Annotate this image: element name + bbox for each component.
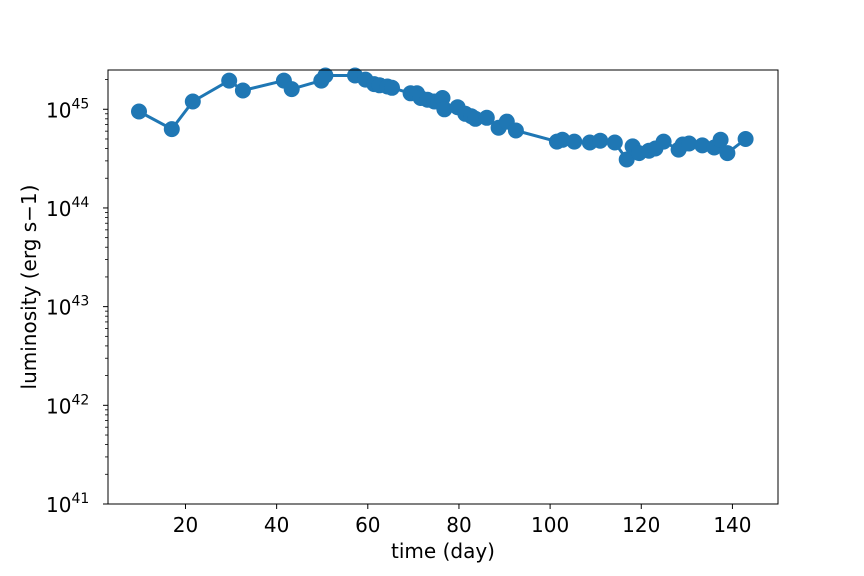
x-tick-label: 40 [264, 513, 289, 537]
data-point [566, 133, 583, 150]
data-point [478, 109, 495, 126]
data-point [712, 131, 729, 148]
plot-frame [107, 69, 779, 505]
y-tick-base: 10 [46, 296, 71, 320]
y-tick-label: 1045 [46, 96, 89, 122]
data-point [694, 137, 711, 154]
data-point [507, 122, 524, 139]
data-point [606, 134, 623, 151]
y-tick-base: 10 [46, 394, 71, 418]
x-axis: 20 40 60 80 100 120 140 [173, 504, 752, 537]
y-tick-label: 1041 [46, 491, 89, 517]
x-tick-label: 60 [355, 513, 380, 537]
y-tick-base: 10 [46, 197, 71, 221]
y-tick-exponent: 42 [71, 392, 89, 408]
y-tick-base: 10 [46, 493, 71, 517]
x-tick-label: 100 [531, 513, 569, 537]
data-point [681, 135, 698, 152]
data-point [384, 79, 400, 96]
data-point [618, 151, 635, 168]
data-point [655, 133, 672, 150]
y-tick-label: 1043 [46, 294, 89, 320]
data-point [554, 131, 571, 148]
data-point [283, 81, 300, 98]
y-tick-exponent: 44 [71, 195, 89, 211]
x-tick-label: 120 [622, 513, 660, 537]
data-point [184, 93, 201, 110]
x-tick-label: 80 [446, 513, 471, 537]
data-point [317, 67, 334, 84]
x-tick-label: 20 [173, 513, 198, 537]
y-tick-base: 10 [46, 98, 71, 122]
y-tick-exponent: 43 [71, 294, 89, 310]
y-tick-label: 1042 [46, 392, 89, 418]
data-point [436, 101, 453, 118]
x-tick-label: 140 [713, 513, 751, 537]
data-point [234, 82, 251, 99]
plot-content [131, 67, 754, 168]
data-point [163, 121, 180, 138]
y-tick-exponent: 41 [71, 491, 89, 507]
y-axis-label: luminosity (erg s−1) [17, 185, 41, 390]
y-tick-exponent: 45 [71, 96, 89, 112]
y-tick-label: 1044 [46, 195, 89, 221]
data-point [221, 72, 238, 89]
x-axis-label: time (day) [391, 539, 495, 563]
data-point [131, 103, 147, 120]
data-point [737, 131, 754, 147]
data-point [592, 132, 609, 149]
data-point [719, 145, 736, 162]
